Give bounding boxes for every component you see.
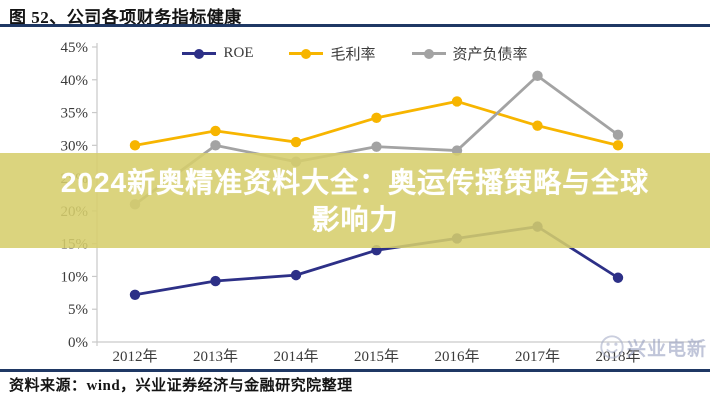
legend-marker-gross-margin bbox=[289, 48, 324, 59]
data-point-gross-margin bbox=[371, 112, 382, 124]
legend-label-roe: ROE bbox=[223, 45, 254, 61]
legend-label-gross-margin: 毛利率 bbox=[330, 47, 376, 63]
promo-banner-text-line2: 影响力 bbox=[311, 203, 399, 235]
data-point-gross-margin bbox=[532, 120, 543, 131]
data-point-gross-margin bbox=[210, 125, 221, 137]
x-axis-label: 2017年 bbox=[515, 348, 560, 365]
footer-divider bbox=[0, 369, 710, 372]
figure-title: 图 52、公司各项财务指标健康 bbox=[9, 8, 242, 27]
y-axis-label: 35% bbox=[61, 106, 89, 122]
data-point-gross-margin bbox=[290, 136, 302, 148]
source-note: 资料来源：wind，兴业证券经济与金融研究院整理 bbox=[9, 378, 353, 394]
data-point-debt-ratio bbox=[371, 141, 382, 152]
x-axis-label: 2016年 bbox=[434, 348, 479, 365]
legend-item-debt-ratio: 资产负债率 bbox=[411, 43, 528, 64]
data-point-debt-ratio bbox=[532, 70, 543, 82]
promo-banner-text-line1: 2024新奥精准资料大全：奥运传播策略与全球 bbox=[60, 166, 650, 198]
data-point-roe bbox=[129, 289, 141, 300]
y-axis-label: 45% bbox=[61, 40, 89, 56]
y-axis-label: 5% bbox=[68, 302, 88, 318]
y-axis-label: 0% bbox=[68, 335, 88, 351]
data-point-debt-ratio bbox=[612, 129, 624, 141]
legend-marker-dot bbox=[301, 48, 312, 59]
legend-item-roe: ROE bbox=[182, 43, 253, 64]
legend-marker-dot bbox=[194, 48, 205, 59]
data-point-roe bbox=[290, 269, 302, 281]
x-axis-label: 2015年 bbox=[354, 348, 399, 365]
data-point-roe bbox=[612, 272, 624, 283]
title-underline bbox=[0, 24, 710, 27]
x-axis-label: 2014年 bbox=[273, 348, 318, 365]
smiley-logo-icon bbox=[600, 335, 624, 359]
legend-marker-dot bbox=[423, 48, 434, 59]
data-point-debt-ratio bbox=[210, 140, 221, 151]
x-axis-label: 2012年 bbox=[112, 348, 157, 365]
watermark: 兴业电新 bbox=[598, 333, 707, 361]
legend-marker-debt-ratio bbox=[411, 48, 446, 59]
y-axis-label: 10% bbox=[61, 269, 89, 285]
x-axis-label: 2013年 bbox=[193, 348, 238, 365]
data-point-gross-margin bbox=[451, 96, 463, 107]
chart-legend: ROE 毛利率 资产负债率 bbox=[0, 43, 710, 64]
legend-marker-roe bbox=[182, 48, 217, 59]
y-axis-label: 30% bbox=[61, 138, 89, 154]
data-point-roe bbox=[210, 275, 221, 287]
series-line-gross-margin bbox=[134, 100, 619, 147]
legend-item-gross-margin: 毛利率 bbox=[289, 43, 376, 64]
promo-banner-overlay[interactable]: 2024新奥精准资料大全：奥运传播策略与全球 影响力 bbox=[0, 153, 710, 248]
data-point-gross-margin bbox=[129, 140, 141, 151]
y-axis-label: 40% bbox=[61, 73, 89, 89]
legend-label-debt-ratio: 资产负债率 bbox=[452, 47, 528, 63]
watermark-text: 兴业电新 bbox=[626, 338, 707, 360]
data-point-gross-margin bbox=[612, 140, 624, 151]
